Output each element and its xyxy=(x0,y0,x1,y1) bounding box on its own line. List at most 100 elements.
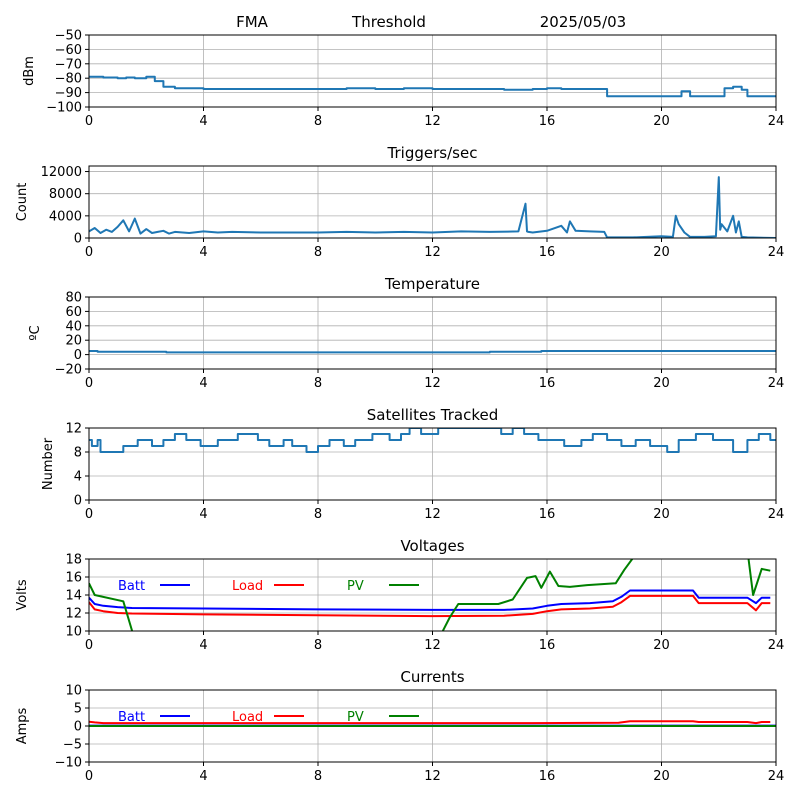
x-tick-label: 12 xyxy=(424,245,441,260)
y-tick-label: 60 xyxy=(65,305,82,320)
y-tick-label: −50 xyxy=(55,29,82,44)
x-tick-label: 20 xyxy=(653,507,670,522)
y-tick-label: −90 xyxy=(55,86,82,101)
x-tick-label: 8 xyxy=(314,769,322,784)
x-tick-label: 24 xyxy=(768,114,785,129)
series-line-1 xyxy=(89,428,776,453)
chart-title: Voltages xyxy=(400,537,464,555)
y-tick-label: −80 xyxy=(55,72,82,87)
y-tick-label: 0 xyxy=(74,720,82,735)
x-tick-label: 12 xyxy=(424,376,441,391)
y-tick-label: −100 xyxy=(46,101,82,116)
y-axis-label: dBm xyxy=(22,56,37,86)
legend-label-batt: Batt xyxy=(118,710,145,725)
x-tick-label: 4 xyxy=(199,769,207,784)
header-site: FMA xyxy=(236,13,269,31)
x-tick-label: 0 xyxy=(85,376,93,391)
x-tick-label: 20 xyxy=(653,376,670,391)
y-tick-label: 12000 xyxy=(41,165,82,180)
x-tick-label: 0 xyxy=(85,638,93,653)
legend-label-pv: PV xyxy=(347,579,364,594)
x-tick-label: 20 xyxy=(653,769,670,784)
x-tick-label: 8 xyxy=(314,638,322,653)
y-tick-label: −20 xyxy=(55,363,82,378)
x-tick-label: 4 xyxy=(199,638,207,653)
series-line-pv xyxy=(89,559,771,631)
x-tick-label: 0 xyxy=(85,769,93,784)
chart-title: Temperature xyxy=(384,275,480,293)
x-tick-label: 8 xyxy=(314,376,322,391)
y-tick-label: 40 xyxy=(65,319,82,334)
x-tick-label: 24 xyxy=(768,507,785,522)
legend-label-batt: Batt xyxy=(118,579,145,594)
legend-label-load: Load xyxy=(232,579,263,594)
x-tick-label: 24 xyxy=(768,376,785,391)
y-tick-label: 12 xyxy=(65,607,82,622)
y-tick-label: 18 xyxy=(65,553,82,568)
x-tick-label: 16 xyxy=(539,638,556,653)
legend-label-load: Load xyxy=(232,710,263,725)
chart-panel-2: 0 4 8 12 16 20 24 0 4000 8000 12000 Triggers/sec Cou… xyxy=(15,144,784,260)
header-mode: Threshold xyxy=(351,13,426,31)
chart-title: Satellites Tracked xyxy=(367,406,498,424)
chart-panel-1: 0 4 8 12 16 20 24 −100−90−80−70−60−50 dBm xyxy=(22,29,784,130)
y-tick-label: 8000 xyxy=(49,187,82,202)
series-line-1 xyxy=(89,75,776,98)
y-tick-label: 12 xyxy=(65,422,82,437)
x-tick-label: 12 xyxy=(424,769,441,784)
series-line-batt xyxy=(89,589,771,611)
chart-title: Currents xyxy=(400,668,464,686)
x-tick-label: 12 xyxy=(424,114,441,129)
series-line-1 xyxy=(89,176,776,238)
x-tick-label: 16 xyxy=(539,507,556,522)
x-tick-label: 12 xyxy=(424,507,441,522)
y-axis-label: Number xyxy=(41,437,56,490)
y-tick-label: 0 xyxy=(74,348,82,363)
y-tick-label: 80 xyxy=(65,291,82,306)
x-tick-label: 8 xyxy=(314,245,322,260)
y-tick-label: 10 xyxy=(65,625,82,640)
x-tick-label: 24 xyxy=(768,769,785,784)
y-tick-label: 0 xyxy=(74,494,82,509)
x-tick-label: 16 xyxy=(539,769,556,784)
chart-panel-6: 0 4 8 12 16 20 24 −10 −5 0 5 10 Currents Amps Batt Load… xyxy=(15,668,784,784)
header-date: 2025/05/03 xyxy=(540,13,626,31)
x-tick-label: 0 xyxy=(85,507,93,522)
y-axis-label: ºC xyxy=(28,325,43,340)
x-tick-label: 24 xyxy=(768,638,785,653)
y-axis-label: Volts xyxy=(15,579,30,611)
y-tick-label: 10 xyxy=(65,684,82,699)
x-tick-label: 4 xyxy=(199,376,207,391)
y-axis-label: Count xyxy=(15,183,30,222)
x-tick-label: 16 xyxy=(539,245,556,260)
series-line-1 xyxy=(89,350,776,354)
y-tick-label: 5 xyxy=(74,702,82,717)
x-tick-label: 16 xyxy=(539,376,556,391)
x-tick-label: 20 xyxy=(653,245,670,260)
y-tick-label: 4 xyxy=(74,470,82,485)
y-tick-label: 20 xyxy=(65,334,82,349)
y-tick-label: 0 xyxy=(74,232,82,247)
x-tick-label: 0 xyxy=(85,245,93,260)
legend-label-pv: PV xyxy=(347,710,364,725)
chart-panel-4: 0 4 8 12 16 20 24 0 4 8 12 Satellites Tracked Number xyxy=(41,406,784,522)
x-tick-label: 24 xyxy=(768,245,785,260)
x-tick-label: 8 xyxy=(314,507,322,522)
x-tick-label: 0 xyxy=(85,114,93,129)
x-tick-label: 20 xyxy=(653,114,670,129)
x-tick-label: 4 xyxy=(199,114,207,129)
y-tick-label: 4000 xyxy=(49,209,82,224)
y-tick-label: −5 xyxy=(63,738,82,753)
series-line-load xyxy=(89,720,771,725)
x-tick-label: 4 xyxy=(199,507,207,522)
y-tick-label: 14 xyxy=(65,589,82,604)
chart-title: Triggers/sec xyxy=(387,144,478,162)
y-tick-label: 8 xyxy=(74,446,82,461)
x-tick-label: 4 xyxy=(199,245,207,260)
y-tick-label: −70 xyxy=(55,57,82,72)
x-tick-label: 16 xyxy=(539,114,556,129)
